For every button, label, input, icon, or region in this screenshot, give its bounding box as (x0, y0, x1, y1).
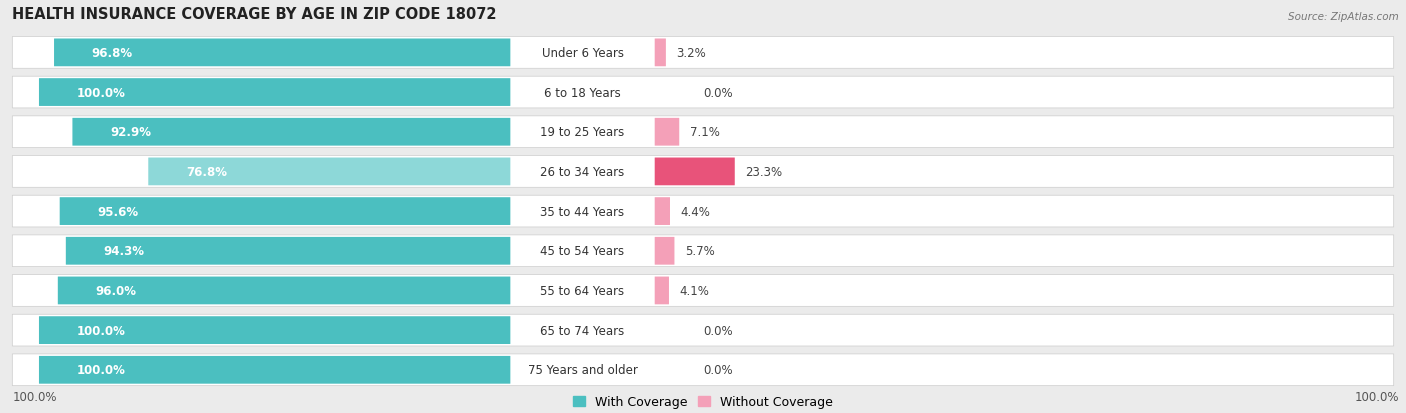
FancyBboxPatch shape (13, 116, 1393, 148)
FancyBboxPatch shape (39, 316, 510, 344)
FancyBboxPatch shape (39, 356, 510, 384)
Text: 0.0%: 0.0% (703, 324, 733, 337)
Text: 100.0%: 100.0% (76, 363, 125, 376)
FancyBboxPatch shape (13, 314, 1393, 346)
Text: Under 6 Years: Under 6 Years (541, 47, 623, 60)
Text: 3.2%: 3.2% (676, 47, 706, 60)
Text: 26 to 34 Years: 26 to 34 Years (540, 166, 624, 178)
FancyBboxPatch shape (13, 354, 1393, 386)
FancyBboxPatch shape (655, 237, 675, 265)
Text: 23.3%: 23.3% (745, 166, 783, 178)
Text: 100.0%: 100.0% (76, 86, 125, 99)
Text: 65 to 74 Years: 65 to 74 Years (540, 324, 624, 337)
Text: 55 to 64 Years: 55 to 64 Years (540, 284, 624, 297)
Text: 45 to 54 Years: 45 to 54 Years (540, 244, 624, 258)
FancyBboxPatch shape (655, 198, 671, 225)
FancyBboxPatch shape (655, 119, 679, 146)
FancyBboxPatch shape (655, 158, 735, 186)
FancyBboxPatch shape (66, 237, 510, 265)
Text: 0.0%: 0.0% (703, 86, 733, 99)
FancyBboxPatch shape (655, 277, 669, 305)
FancyBboxPatch shape (73, 119, 510, 146)
FancyBboxPatch shape (13, 275, 1393, 306)
Text: 96.0%: 96.0% (96, 284, 136, 297)
Text: Source: ZipAtlas.com: Source: ZipAtlas.com (1288, 12, 1399, 21)
Text: 94.3%: 94.3% (104, 244, 145, 258)
Text: 4.1%: 4.1% (679, 284, 710, 297)
FancyBboxPatch shape (13, 156, 1393, 188)
Text: 5.7%: 5.7% (685, 244, 714, 258)
Text: 96.8%: 96.8% (91, 47, 132, 60)
Text: 92.9%: 92.9% (110, 126, 150, 139)
Text: 100.0%: 100.0% (13, 390, 56, 404)
FancyBboxPatch shape (13, 38, 1393, 69)
Text: 100.0%: 100.0% (1354, 390, 1399, 404)
Text: 0.0%: 0.0% (703, 363, 733, 376)
FancyBboxPatch shape (59, 198, 510, 225)
Text: 35 to 44 Years: 35 to 44 Years (540, 205, 624, 218)
Text: 7.1%: 7.1% (690, 126, 720, 139)
FancyBboxPatch shape (13, 196, 1393, 228)
Text: HEALTH INSURANCE COVERAGE BY AGE IN ZIP CODE 18072: HEALTH INSURANCE COVERAGE BY AGE IN ZIP … (13, 7, 496, 21)
Text: 100.0%: 100.0% (76, 324, 125, 337)
Legend: With Coverage, Without Coverage: With Coverage, Without Coverage (572, 395, 834, 408)
Text: 19 to 25 Years: 19 to 25 Years (540, 126, 624, 139)
Text: 76.8%: 76.8% (186, 166, 226, 178)
FancyBboxPatch shape (13, 77, 1393, 109)
FancyBboxPatch shape (53, 39, 510, 67)
FancyBboxPatch shape (58, 277, 510, 305)
Text: 75 Years and older: 75 Years and older (527, 363, 637, 376)
FancyBboxPatch shape (13, 235, 1393, 267)
FancyBboxPatch shape (148, 158, 510, 186)
Text: 95.6%: 95.6% (97, 205, 138, 218)
Text: 4.4%: 4.4% (681, 205, 710, 218)
Text: 6 to 18 Years: 6 to 18 Years (544, 86, 621, 99)
FancyBboxPatch shape (39, 79, 510, 107)
FancyBboxPatch shape (655, 39, 666, 67)
